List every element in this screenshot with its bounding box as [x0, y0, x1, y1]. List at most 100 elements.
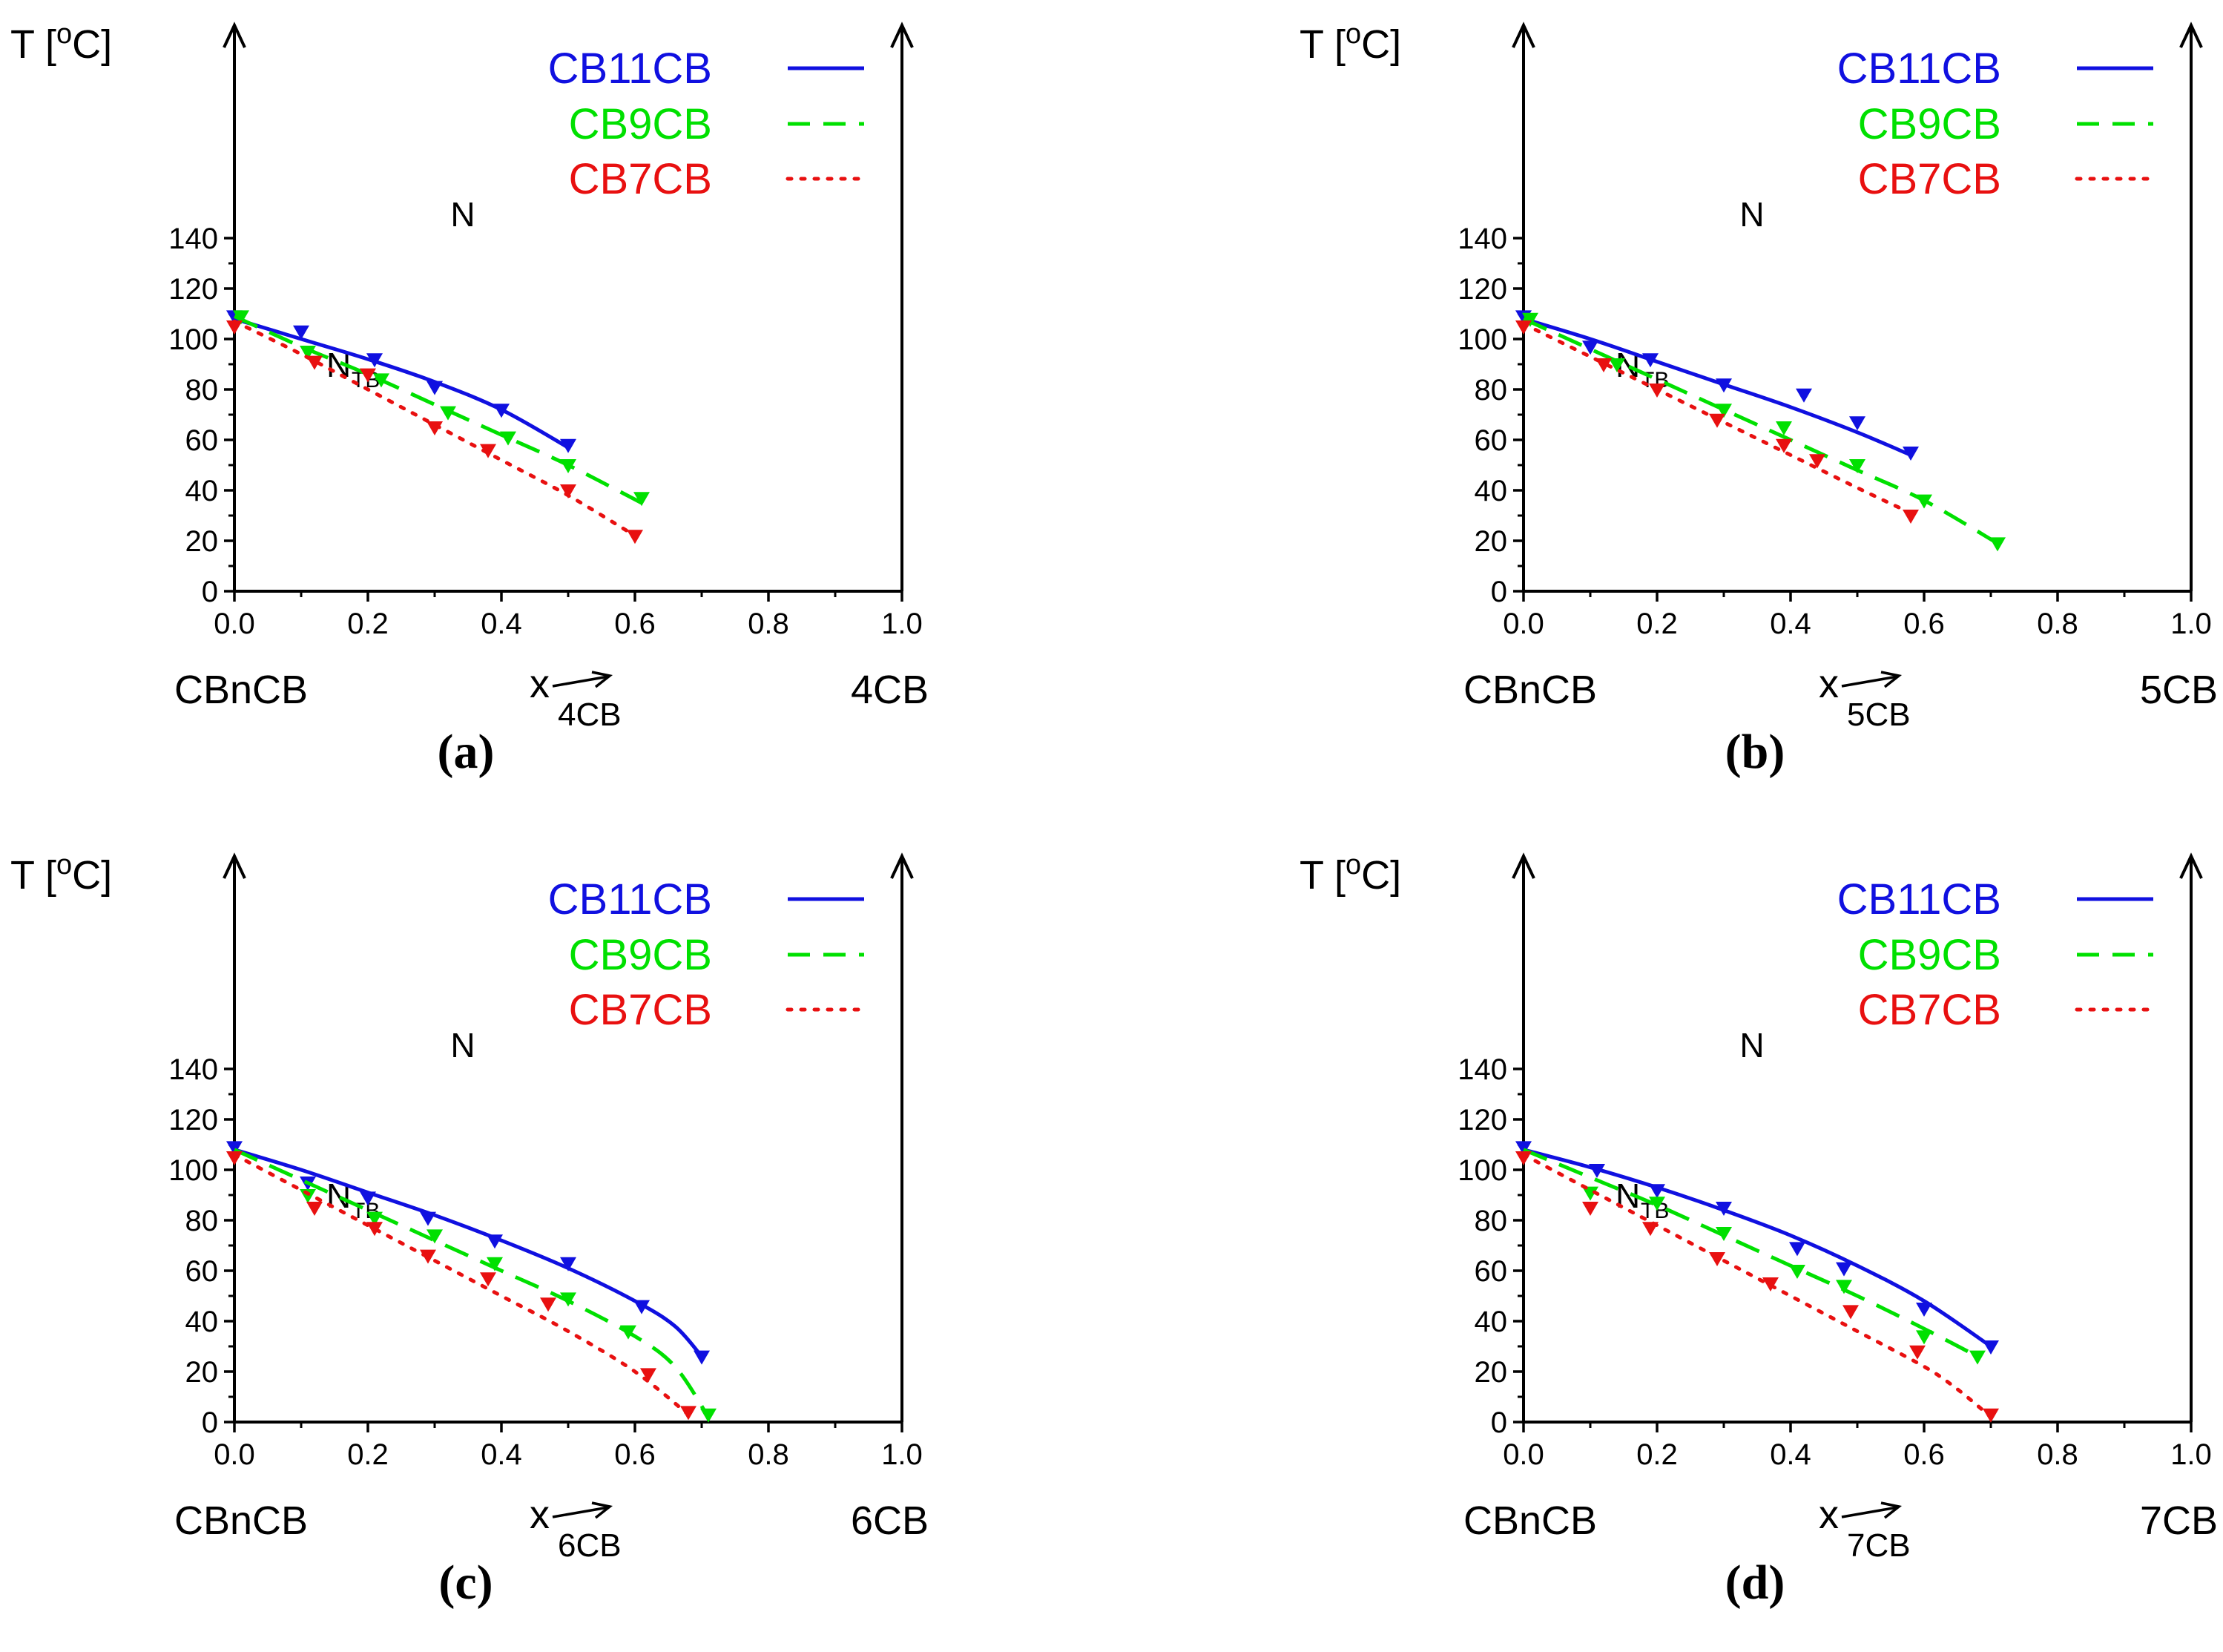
x-label-arrow: [552, 675, 609, 688]
data-point-cb7cb: [480, 1272, 496, 1287]
data-point-cb9cb: [373, 373, 389, 388]
data-point-cb7cb: [420, 1249, 436, 1264]
x-label-arrow-icon: [1880, 671, 1903, 688]
data-point-cb9cb: [1582, 1186, 1598, 1201]
data-point-cb9cb: [1916, 494, 1932, 509]
x-tick-label: 0.0: [214, 608, 255, 640]
legend-label-cb7cb: CB7CB: [1858, 986, 2001, 1034]
y-tick-label: 120: [1458, 273, 1507, 306]
legend-label-cb9cb: CB9CB: [1858, 931, 2001, 979]
legend-label-cb9cb: CB9CB: [1858, 100, 2001, 148]
data-point-cb11cb: [487, 1234, 503, 1249]
x-label-arrow: [1841, 1506, 1898, 1518]
series-line-cb7cb: [232, 1153, 691, 1417]
panel-label: (a): [438, 725, 495, 779]
phase-label-n: N: [450, 195, 475, 234]
legend-label-cb11cb: CB11CB: [548, 45, 712, 93]
legend-label-cb11cb: CB11CB: [548, 875, 712, 924]
y-tick-label: 40: [1475, 475, 1508, 507]
data-point-cb9cb: [1789, 1265, 1805, 1279]
data-point-cb7cb: [1515, 320, 1532, 335]
y-axis-label: T [oC]: [1300, 849, 1401, 898]
data-point-cb7cb: [1909, 1345, 1926, 1360]
y-axis-label: T [oC]: [1300, 19, 1401, 67]
x-tick-label: 0.4: [481, 1438, 522, 1471]
y-tick-label: 120: [168, 273, 218, 306]
data-point-cb7cb: [1842, 1305, 1859, 1320]
data-point-cb9cb: [300, 1189, 316, 1203]
data-point-cb9cb: [1989, 537, 2006, 552]
legend-label-cb11cb: CB11CB: [1837, 45, 2001, 93]
x-label-arrow-icon: [591, 1501, 613, 1519]
data-point-cb11cb: [427, 381, 443, 395]
data-point-cb7cb: [680, 1406, 696, 1421]
data-point-cb11cb: [694, 1350, 710, 1365]
data-point-cb9cb: [1716, 404, 1732, 418]
y-tick-label: 20: [185, 525, 219, 558]
data-point-cb11cb: [560, 1257, 576, 1271]
x-tick-label: 0.6: [614, 608, 656, 640]
x-label-right: 7CB: [2140, 1498, 2218, 1543]
y-axis-label: T [oC]: [10, 19, 112, 67]
y-tick-label: 60: [1475, 1255, 1508, 1288]
data-point-cb11cb: [420, 1211, 436, 1226]
chart-panel-3: 0.0 0.2 0.4 0.6 0.8 1.0 0 20 40 60 80 100 120 140 T [o…: [10, 849, 929, 1610]
data-point-cb7cb: [1595, 358, 1612, 372]
x-tick-label: 0.8: [748, 1438, 789, 1471]
x-tick-label: 0.6: [614, 1438, 656, 1471]
data-point-cb9cb: [700, 1408, 717, 1423]
data-point-cb11cb: [293, 325, 309, 340]
y-axis-arrow-icon: [223, 852, 246, 879]
phase-label-n: N: [450, 1026, 475, 1064]
y-tick-label: 40: [185, 475, 219, 507]
y-tick-label: 0: [202, 576, 218, 608]
y-tick-label: 20: [1475, 1356, 1508, 1389]
data-point-cb7cb: [560, 484, 576, 498]
series-line-cb11cb: [234, 1148, 703, 1358]
data-point-cb11cb: [1582, 340, 1598, 355]
data-point-cb7cb: [360, 368, 376, 383]
x-label-left: CBnCB: [1463, 1498, 1597, 1543]
x-label-arrow: [1841, 675, 1898, 688]
y-axis-arrow-icon: [1512, 852, 1535, 879]
x-label-subscript: 4CB: [558, 697, 622, 733]
panel-label: (c): [438, 1556, 493, 1610]
data-point-cb7cb: [540, 1297, 556, 1312]
panel-label: (d): [1725, 1556, 1785, 1610]
x-tick-label: 0.4: [1770, 1438, 1811, 1471]
data-point-cb9cb: [1916, 1330, 1932, 1345]
x-label-left: CBnCB: [174, 668, 308, 712]
legend-label-cb11cb: CB11CB: [1837, 875, 2001, 924]
y-tick-label: 140: [1458, 223, 1507, 255]
data-point-cb7cb: [1809, 454, 1825, 469]
data-point-cb9cb: [560, 1292, 576, 1307]
y-tick-label: 80: [1475, 374, 1508, 407]
y-tick-label: 80: [1475, 1205, 1508, 1237]
data-point-cb7cb: [1649, 384, 1665, 398]
data-point-cb7cb: [306, 1202, 323, 1216]
y-tick-label: 100: [1458, 1154, 1507, 1187]
x-label-arrow: [552, 1506, 609, 1518]
data-point-cb11cb: [1916, 1303, 1932, 1317]
x-tick-label: 0.0: [1503, 1438, 1544, 1471]
data-point-cb9cb: [427, 1229, 443, 1244]
x-tick-label: 0.2: [1636, 1438, 1678, 1471]
y-tick-label: 40: [185, 1306, 219, 1338]
data-point-cb7cb: [366, 1222, 383, 1237]
data-point-cb7cb: [1582, 1202, 1598, 1216]
data-point-cb9cb: [500, 431, 516, 446]
data-point-cb9cb: [440, 406, 456, 421]
data-point-cb7cb: [226, 1151, 243, 1165]
x-label-arrow-icon: [1880, 1501, 1903, 1519]
y-tick-label: 0: [1491, 1406, 1507, 1439]
chart-panel-2: 0.0 0.2 0.4 0.6 0.8 1.0 0 20 40 60 80 100 120 140 T [o…: [1300, 19, 2218, 779]
x-tick-label: 0.8: [748, 608, 789, 640]
data-point-cb7cb: [1983, 1408, 1999, 1423]
y-tick-label: 100: [168, 1154, 218, 1187]
data-point-cb7cb: [1709, 1252, 1725, 1266]
data-point-cb11cb: [1789, 1242, 1805, 1257]
series-line-cb9cb: [233, 1148, 711, 1418]
x-label-variable: x: [1819, 662, 1839, 706]
panel-label: (b): [1725, 725, 1785, 779]
data-point-cb9cb: [620, 1325, 636, 1340]
